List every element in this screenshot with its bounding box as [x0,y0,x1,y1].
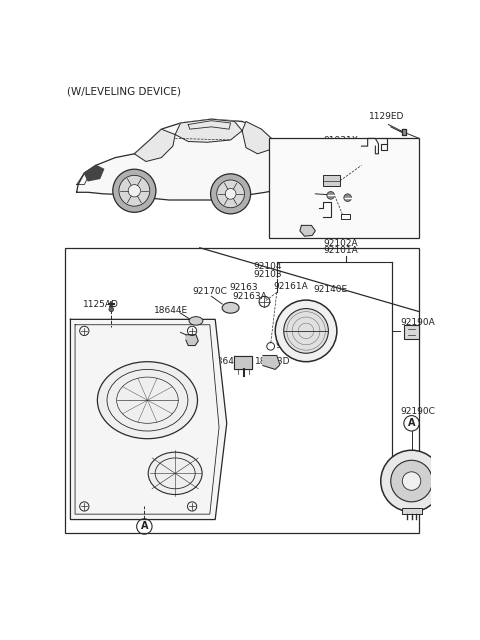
Text: 92163: 92163 [229,284,258,292]
Text: A: A [408,419,415,428]
Bar [404,324,419,339]
Text: 92163A: 92163A [275,341,310,350]
Text: 43799B: 43799B [272,214,307,223]
Polygon shape [234,356,252,369]
Polygon shape [84,165,104,180]
Text: A: A [141,522,148,531]
Circle shape [211,174,251,214]
Ellipse shape [97,362,197,438]
Polygon shape [186,335,198,346]
Text: 18641C: 18641C [212,356,247,365]
Circle shape [344,194,351,202]
Text: 1339CC: 1339CC [342,202,378,211]
Text: 92140E: 92140E [314,285,348,294]
Text: 91931X: 91931X [323,136,358,145]
Text: 92190A: 92190A [400,318,435,327]
Text: 92163A: 92163A [232,292,267,301]
Text: 92161A: 92161A [273,282,308,291]
Text: 92193B: 92193B [278,198,313,208]
Polygon shape [175,119,242,142]
Text: 92103: 92103 [254,269,282,278]
Circle shape [225,188,236,199]
Text: 1220AE: 1220AE [281,182,315,191]
Circle shape [402,472,421,490]
Circle shape [275,300,337,362]
Text: 92101A: 92101A [323,246,358,255]
Circle shape [119,175,150,206]
Polygon shape [300,225,315,236]
Ellipse shape [222,303,239,313]
Polygon shape [134,129,175,161]
Text: 92190D: 92190D [306,162,342,171]
Polygon shape [71,319,227,520]
Circle shape [128,184,141,197]
Text: 1129ED: 1129ED [369,113,405,122]
Bar [402,508,421,514]
Text: 92190C: 92190C [400,406,435,415]
Text: 95190: 95190 [288,168,317,177]
Polygon shape [402,129,406,134]
Bar [323,175,340,186]
Circle shape [109,307,114,312]
Text: 92170C: 92170C [192,287,227,296]
Ellipse shape [148,452,202,495]
Polygon shape [263,356,280,369]
Bar [65,248,419,532]
Ellipse shape [189,317,203,325]
Text: 92102A: 92102A [323,239,358,248]
Text: 18643D: 18643D [255,356,291,365]
Circle shape [217,180,244,208]
Text: 1125AD: 1125AD [83,300,119,309]
Circle shape [113,169,156,212]
Text: 92104: 92104 [254,262,282,271]
Circle shape [284,308,328,353]
Circle shape [381,451,443,512]
Circle shape [327,191,335,199]
Text: 18647: 18647 [152,322,180,331]
Circle shape [391,460,432,502]
Polygon shape [77,119,292,200]
Text: 18644E: 18644E [154,307,188,316]
Text: (W/LEVELING DEVICE): (W/LEVELING DEVICE) [67,86,181,96]
Polygon shape [242,122,273,154]
Bar [269,138,419,239]
